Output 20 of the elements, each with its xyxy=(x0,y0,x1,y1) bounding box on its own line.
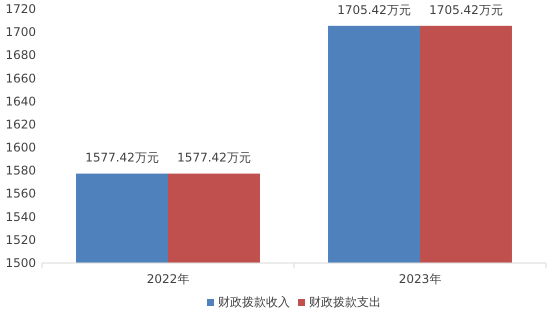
y-tick-label: 1720 xyxy=(5,2,36,16)
y-tick-label: 1700 xyxy=(5,25,36,40)
y-tick-label: 1560 xyxy=(5,186,36,201)
legend-label: 财政拨款收入 xyxy=(218,295,290,309)
data-label: 1705.42万元 xyxy=(429,2,503,17)
y-tick-label: 1520 xyxy=(5,232,36,247)
y-tick-label: 1580 xyxy=(5,164,36,178)
legend-label: 财政拨款支出 xyxy=(309,295,381,309)
data-label: 1577.42万元 xyxy=(85,150,159,165)
y-tick-label: 1600 xyxy=(5,140,36,155)
y-tick-label: 1680 xyxy=(5,48,36,62)
y-tick-label: 1500 xyxy=(5,256,36,270)
y-tick-label: 1660 xyxy=(5,71,36,86)
x-tick-label: 2023年 xyxy=(398,272,442,286)
y-tick-label: 1640 xyxy=(5,94,36,108)
data-label: 1705.42万元 xyxy=(337,2,411,17)
y-tick-label: 1540 xyxy=(5,210,36,224)
y-tick-label: 1620 xyxy=(5,117,36,132)
data-label: 1577.42万元 xyxy=(177,150,251,165)
x-tick-label: 2022年 xyxy=(146,272,190,286)
